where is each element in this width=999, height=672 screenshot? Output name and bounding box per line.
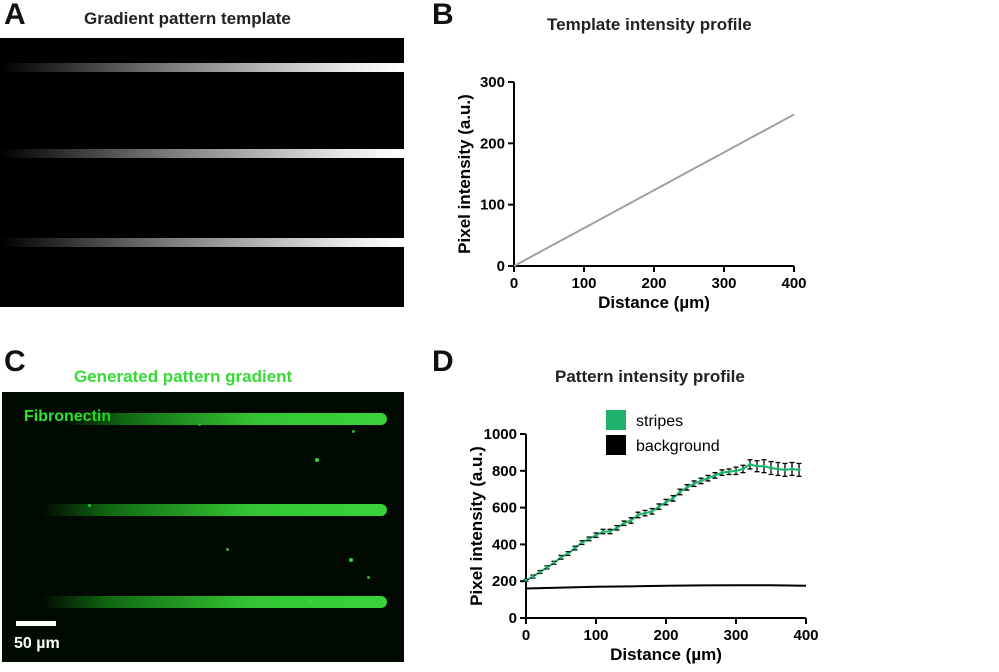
stripes-data-point — [741, 467, 745, 471]
stripes-data-point — [720, 471, 724, 475]
stripes-data-point — [692, 482, 696, 486]
legend-swatch-background — [606, 435, 626, 455]
x-tick-label: 300 — [711, 275, 736, 292]
stripes-data-point — [524, 578, 528, 582]
x-tick-label: 200 — [641, 275, 666, 292]
stripes-data-point — [748, 462, 752, 466]
scale-bar-label: 50 µm — [14, 635, 60, 652]
stripes-data-point — [762, 464, 766, 468]
stripes-data-point — [685, 485, 689, 489]
fluor-speck — [226, 548, 229, 551]
y-tick-label: 600 — [492, 500, 517, 517]
x-tick-label: 100 — [583, 627, 608, 644]
fluor-speck — [367, 576, 370, 579]
fluor-speck — [198, 423, 201, 426]
chart-d: 0 100 200 300 400 0 200 400 600 800 1000 Distance (… — [467, 410, 819, 664]
y-axis-label: Pixel intensity (a.u.) — [467, 446, 486, 606]
legend-swatch-stripes — [606, 410, 626, 430]
panel-c-title: Generated pattern gradient — [74, 367, 293, 386]
y-tick-label: 200 — [480, 135, 505, 152]
stripes-data-point — [790, 467, 794, 471]
y-axis-label: Pixel intensity (a.u.) — [455, 94, 474, 254]
x-tick-label: 0 — [510, 275, 518, 292]
stripes-data-point — [622, 521, 626, 525]
stripes-data-point — [706, 476, 710, 480]
x-tick-label: 0 — [522, 627, 530, 644]
stripes-data-point — [699, 479, 703, 483]
stripes-data-point — [734, 469, 738, 473]
panel-d-title: Pattern intensity profile — [555, 367, 745, 386]
panel-d-letter: D — [432, 345, 454, 378]
panel-c-letter: C — [4, 345, 26, 378]
stripes-data-point — [566, 552, 570, 556]
template-stripe — [0, 238, 404, 247]
stripes-data-point — [594, 533, 598, 537]
stripes-data-point — [727, 470, 731, 474]
stripes-data-point — [755, 464, 759, 468]
template-stripe — [0, 149, 404, 158]
panel-b-letter: B — [432, 0, 454, 31]
y-tick-label: 800 — [492, 463, 517, 480]
stripes-data-point — [629, 518, 633, 523]
y-tick-label: 0 — [497, 258, 505, 275]
x-tick-label: 100 — [571, 275, 596, 292]
stripes-data-point — [643, 511, 647, 515]
stripes-data-point — [713, 473, 717, 477]
fluor-stripe — [62, 413, 387, 425]
stripes-data-point — [573, 546, 577, 550]
stripes-data-point — [587, 537, 591, 541]
fluor-speck — [352, 430, 355, 433]
stripes-data-point — [580, 540, 584, 545]
template-stripe — [0, 63, 404, 72]
stripes-data-point — [608, 529, 612, 534]
fluorescence-image: Fibronectin 50 µm — [2, 392, 404, 662]
stripes-data-point — [601, 529, 605, 534]
stripes-data-point — [552, 561, 556, 565]
legend-label-background: background — [636, 438, 720, 455]
fluor-stripe — [42, 504, 387, 516]
stripes-data-point — [678, 490, 682, 494]
fluor-speck — [349, 558, 353, 562]
stripes-data-point — [783, 468, 787, 472]
stripes-series-line — [525, 463, 800, 582]
stripes-data-point — [664, 500, 668, 504]
x-tick-label: 300 — [723, 627, 748, 644]
panel-b-title: Template intensity profile — [547, 15, 752, 34]
x-tick-label: 400 — [781, 275, 806, 292]
y-tick-label: 0 — [509, 610, 517, 627]
stripes-data-point — [538, 570, 542, 574]
stripes-data-point — [531, 575, 535, 579]
stripes-data-point — [769, 466, 773, 470]
y-tick-label: 1000 — [484, 426, 517, 443]
x-tick-label: 200 — [653, 627, 678, 644]
y-tick-label: 200 — [492, 573, 517, 590]
x-axis-label: Distance (µm) — [610, 645, 722, 664]
legend-label-stripes: stripes — [636, 413, 683, 430]
stripes-data-point — [636, 513, 640, 517]
stripes-data-point — [797, 468, 801, 472]
stripes-data-point — [559, 555, 563, 559]
fluor-speck — [307, 598, 313, 604]
stripes-data-point — [615, 526, 619, 530]
x-axis-label: Distance (µm) — [598, 293, 710, 312]
panel-a-letter: A — [4, 0, 26, 31]
stripes-data-point — [545, 565, 549, 569]
stripes-data-point — [650, 509, 654, 513]
stripes-data-point — [657, 505, 661, 509]
template-series-line — [513, 113, 795, 267]
template-image — [0, 38, 404, 307]
background-series-line — [525, 584, 807, 590]
scale-bar — [16, 621, 56, 626]
x-tick-label: 400 — [793, 627, 818, 644]
y-tick-label: 100 — [480, 197, 505, 214]
y-tick-label: 400 — [492, 536, 517, 553]
fluor-stripe — [42, 596, 387, 608]
y-tick-label: 300 — [480, 74, 505, 91]
fluor-speck — [315, 458, 319, 462]
stripes-data-point — [671, 496, 675, 500]
stripes-data-point — [776, 467, 780, 471]
fluor-speck — [88, 504, 91, 507]
panel-a-title: Gradient pattern template — [84, 9, 291, 28]
